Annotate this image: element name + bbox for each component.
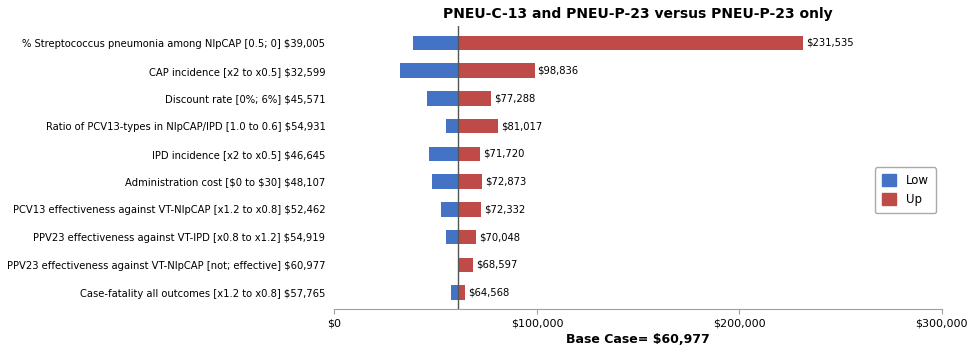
Bar [413, 36, 458, 50]
Title: PNEU-C-13 and PNEU-P-23 versus PNEU-P-23 only: PNEU-C-13 and PNEU-P-23 versus PNEU-P-23… [444, 7, 833, 21]
Bar [446, 230, 458, 244]
Text: $81,017: $81,017 [501, 121, 543, 131]
Text: $71,720: $71,720 [483, 149, 525, 159]
Bar [451, 285, 458, 300]
Text: $72,332: $72,332 [484, 204, 526, 214]
Bar [458, 36, 803, 50]
Bar [458, 119, 498, 133]
Bar [458, 91, 491, 106]
Text: $72,873: $72,873 [485, 176, 526, 187]
Text: $77,288: $77,288 [494, 94, 535, 103]
Bar [432, 174, 458, 189]
Bar [446, 119, 458, 133]
Text: $68,597: $68,597 [477, 260, 518, 270]
Text: $70,048: $70,048 [480, 232, 521, 242]
Bar [427, 91, 458, 106]
Bar [458, 230, 476, 244]
Bar [458, 146, 480, 161]
Bar [429, 146, 458, 161]
Legend: Low, Up: Low, Up [876, 167, 936, 214]
Bar [458, 285, 465, 300]
Text: $64,568: $64,568 [468, 288, 510, 298]
Bar [401, 64, 458, 78]
Text: $231,535: $231,535 [806, 38, 854, 48]
Bar [458, 64, 534, 78]
Bar [458, 202, 481, 216]
Bar [458, 258, 473, 272]
Bar [458, 174, 482, 189]
X-axis label: Base Case= $60,977: Base Case= $60,977 [566, 333, 710, 346]
Text: $98,836: $98,836 [537, 66, 579, 76]
Bar [441, 202, 458, 216]
